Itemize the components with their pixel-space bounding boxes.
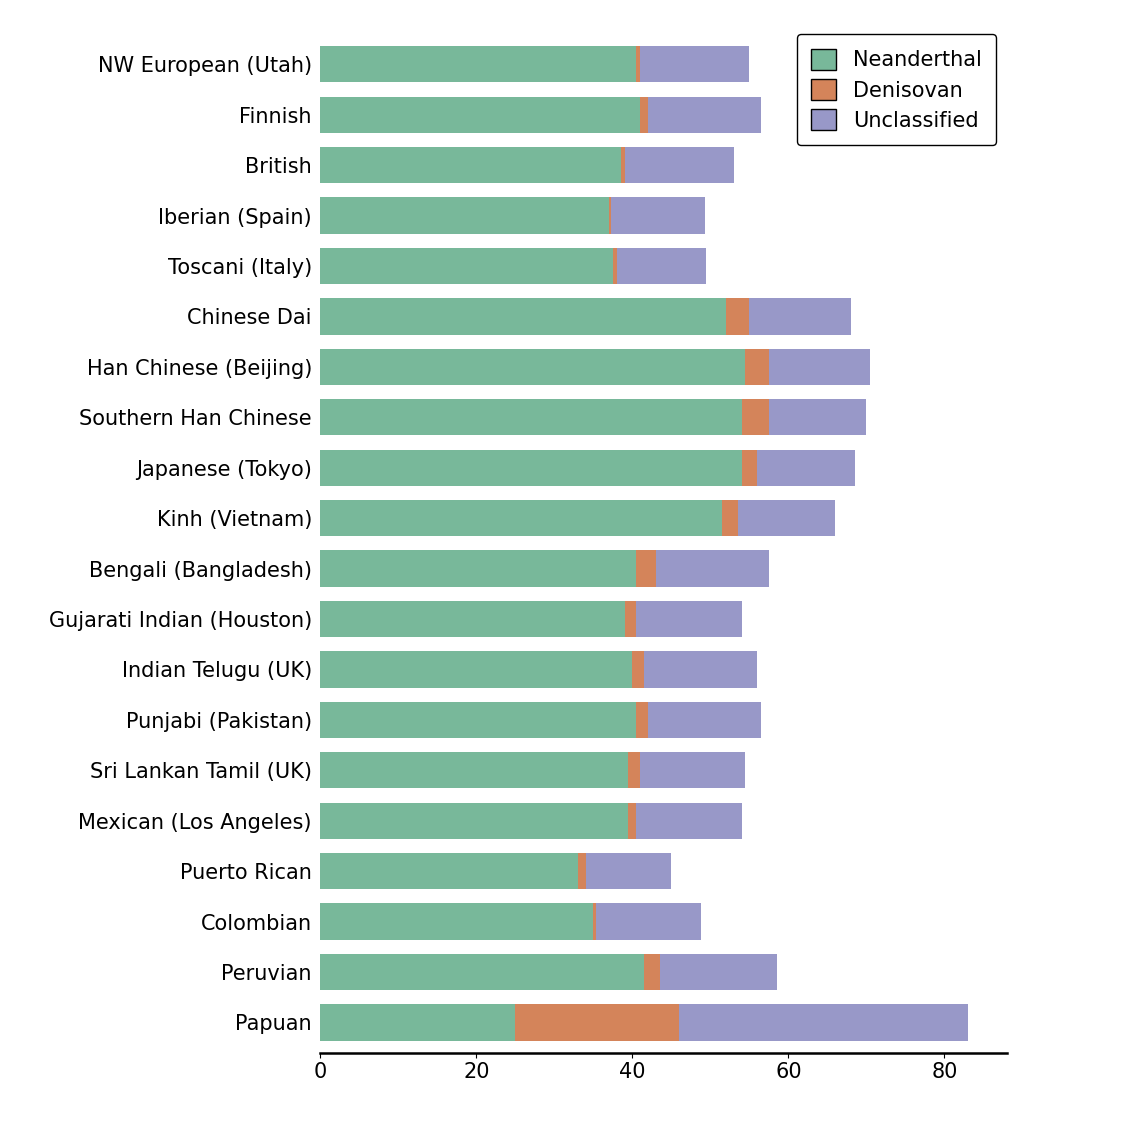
Bar [320,248,613,284]
Bar [636,46,641,83]
Bar [656,550,769,586]
Bar [726,298,749,335]
Bar [611,197,705,233]
Bar [320,147,621,183]
Bar [641,46,749,83]
Bar [641,752,746,789]
Bar [320,550,636,586]
Bar [320,349,746,385]
Bar [746,349,769,385]
Bar [738,500,835,537]
Bar [320,400,741,436]
Bar [320,903,594,940]
Bar [625,147,733,183]
Bar [628,752,641,789]
Bar [628,803,636,839]
Bar [648,702,761,738]
Bar [320,702,636,738]
Bar [660,954,777,990]
Bar [320,601,625,637]
Bar [749,298,851,335]
Bar [609,197,611,233]
Bar [320,500,722,537]
Bar [320,752,628,789]
Bar [515,1004,680,1040]
Bar [757,449,855,486]
Bar [320,803,628,839]
Bar [641,96,648,132]
Bar [586,854,672,890]
Bar [617,248,707,284]
Bar [320,954,644,990]
Bar [596,903,701,940]
Bar [621,147,625,183]
Bar [636,702,648,738]
Bar [648,96,761,132]
Bar [644,651,757,687]
Bar [320,96,641,132]
Bar [741,449,757,486]
Bar [769,349,871,385]
Bar [636,803,741,839]
Bar [594,903,596,940]
Bar [613,248,617,284]
Bar [636,550,656,586]
Bar [320,197,609,233]
Bar [741,400,769,436]
Legend: Neanderthal, Denisovan, Unclassified: Neanderthal, Denisovan, Unclassified [796,34,996,145]
Bar [769,400,866,436]
Bar [320,449,741,486]
Bar [633,651,644,687]
Bar [644,954,660,990]
Bar [320,854,578,890]
Bar [625,601,636,637]
Bar [320,46,636,83]
Bar [320,298,726,335]
Bar [680,1004,968,1040]
Bar [722,500,738,537]
Bar [636,601,741,637]
Bar [578,854,586,890]
Bar [320,1004,515,1040]
Bar [320,651,633,687]
